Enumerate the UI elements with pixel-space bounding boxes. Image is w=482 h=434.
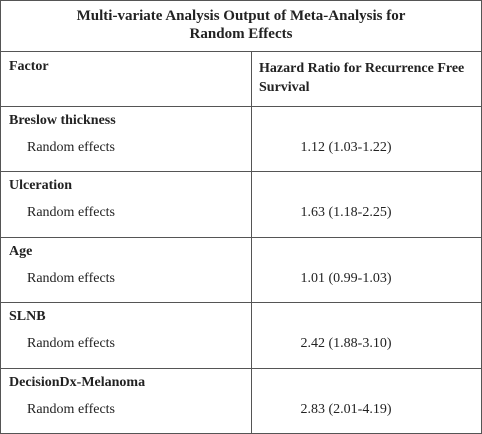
hazard-ratio: 2.42 (1.88-3.10) — [300, 336, 392, 351]
row-label: Random effects — [27, 140, 115, 155]
rule — [1, 368, 481, 369]
hazard-ratio: 1.63 (1.18-2.25) — [300, 205, 392, 220]
rule — [1, 237, 481, 238]
hazard-ratio: 2.83 (2.01-4.19) — [300, 402, 392, 417]
hazard-ratio: 1.01 (0.99-1.03) — [300, 271, 392, 286]
rule — [1, 171, 481, 172]
column-header: Hazard Ratio for Recurrence Free Surviva… — [259, 61, 465, 95]
rule — [1, 302, 481, 303]
factor-name: SLNB — [9, 309, 46, 324]
column-header: Factor — [9, 59, 49, 74]
table-title: Multi-variate Analysis Output of Meta-An… — [76, 8, 406, 42]
factor-name: DecisionDx-Melanoma — [9, 375, 146, 390]
rule — [1, 106, 481, 107]
factor-name: Breslow thickness — [9, 113, 116, 128]
factor-name: Age — [9, 244, 33, 259]
row-label: Random effects — [27, 336, 115, 351]
row-label: Random effects — [27, 271, 115, 286]
rule — [1, 51, 481, 52]
column-divider — [251, 51, 252, 433]
row-label: Random effects — [27, 402, 115, 417]
factor-name: Ulceration — [9, 178, 72, 193]
row-label: Random effects — [27, 205, 115, 220]
hazard-ratio: 1.12 (1.03-1.22) — [300, 140, 392, 155]
